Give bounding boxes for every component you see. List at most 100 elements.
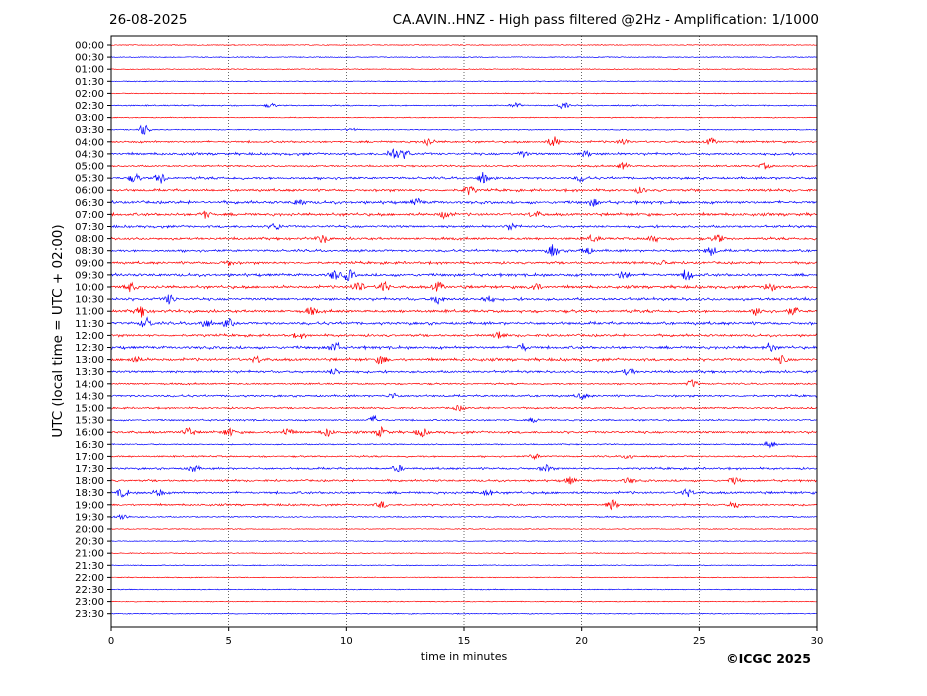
x-tick-label: 20 — [575, 636, 588, 647]
x-tick-label: 0 — [108, 636, 114, 647]
y-tick-label: 13:30 — [75, 367, 104, 378]
y-tick-label: 06:30 — [75, 198, 104, 209]
y-tick-label: 17:30 — [75, 464, 104, 475]
trace-line — [110, 269, 818, 282]
trace-line — [110, 368, 818, 376]
y-tick-label: 19:30 — [75, 512, 104, 523]
trace-line — [110, 68, 818, 71]
trace-line — [110, 316, 818, 328]
trace-line — [110, 101, 818, 110]
y-tick-label: 06:00 — [75, 186, 104, 197]
plot-frame — [110, 35, 818, 628]
trace-line — [110, 210, 818, 220]
trace-line — [110, 259, 818, 267]
trace-line — [111, 540, 818, 543]
trace-line — [110, 600, 817, 603]
y-tick-label: 16:00 — [75, 428, 104, 439]
trace-line — [110, 306, 818, 318]
trace-line — [110, 499, 818, 511]
trace-line — [110, 116, 818, 119]
y-tick-label: 18:30 — [75, 488, 104, 499]
chart-title: CA.AVIN..HNZ - High pass filtered @2Hz -… — [392, 12, 819, 28]
y-tick-label: 11:00 — [75, 307, 104, 318]
y-tick-label: 12:30 — [75, 343, 104, 354]
y-tick-label: 14:00 — [75, 379, 104, 390]
y-tick-label: 22:00 — [75, 573, 104, 584]
x-tick-label: 5 — [225, 636, 231, 647]
trace-line — [110, 355, 818, 365]
y-tick-label: 07:30 — [75, 222, 104, 233]
y-tick-label: 23:30 — [75, 609, 104, 620]
trace-line — [110, 441, 818, 449]
y-tick-label: 08:00 — [75, 234, 104, 245]
y-tick-label: 05:30 — [75, 174, 104, 185]
trace-line — [110, 341, 818, 352]
y-tick-label: 02:00 — [75, 89, 104, 100]
y-tick-label: 00:30 — [75, 53, 104, 64]
y-tick-label: 21:30 — [75, 561, 104, 572]
y-tick-label: 03:30 — [75, 125, 104, 136]
y-tick-label: 10:30 — [75, 295, 104, 306]
trace-line — [110, 233, 818, 243]
trace-line — [110, 612, 818, 615]
y-tick-layer: 00:0000:3001:0001:3002:0002:3003:0003:30… — [75, 41, 111, 620]
y-tick-label: 00:00 — [75, 41, 104, 52]
trace-line — [110, 404, 818, 412]
trace-line — [110, 425, 817, 438]
x-tick-label: 30 — [811, 636, 824, 647]
trace-line — [110, 453, 818, 461]
trace-line — [110, 185, 818, 196]
trace-line — [110, 124, 818, 135]
y-tick-label: 15:30 — [75, 416, 104, 427]
y-tick-label: 01:00 — [75, 65, 104, 76]
x-tick-label: 25 — [693, 636, 706, 647]
trace-line — [110, 44, 818, 46]
trace-line — [110, 414, 818, 424]
y-tick-label: 15:00 — [75, 404, 104, 415]
trace-line — [110, 80, 818, 83]
x-tick-label: 15 — [458, 636, 471, 647]
y-tick-label: 04:30 — [75, 149, 104, 160]
y-tick-label: 10:00 — [75, 283, 104, 294]
y-tick-label: 21:00 — [75, 549, 104, 560]
y-tick-label: 20:00 — [75, 525, 104, 536]
trace-layer — [110, 44, 818, 615]
y-tick-label: 08:30 — [75, 246, 104, 257]
y-tick-label: 05:00 — [75, 162, 104, 173]
trace-line — [110, 92, 818, 95]
trace-line — [110, 148, 818, 159]
trace-line — [110, 476, 818, 486]
trace-line — [110, 379, 818, 388]
trace-line — [110, 528, 818, 530]
grid-layer — [228, 36, 700, 627]
y-tick-label: 18:00 — [75, 476, 104, 487]
y-tick-label: 20:30 — [75, 537, 104, 548]
y-tick-label: 19:00 — [75, 500, 104, 511]
y-axis-label: UTC (local time = UTC + 02:00) — [50, 224, 66, 437]
y-tick-label: 03:00 — [75, 113, 104, 124]
trace-line — [110, 392, 818, 401]
y-tick-label: 01:30 — [75, 77, 104, 88]
trace-line — [110, 294, 818, 305]
y-tick-label: 09:00 — [75, 258, 104, 269]
trace-line — [110, 552, 818, 555]
x-tick-layer: 0 5 10 15 20 25 30 — [108, 627, 824, 647]
y-tick-label: 13:00 — [75, 355, 104, 366]
trace-line — [110, 244, 818, 257]
trace-line — [110, 136, 818, 147]
trace-line — [110, 588, 818, 591]
x-axis-label: time in minutes — [421, 650, 508, 663]
trace-line — [110, 197, 818, 207]
y-tick-label: 17:00 — [75, 452, 104, 463]
trace-line — [110, 56, 818, 59]
y-tick-label: 12:00 — [75, 331, 104, 342]
y-tick-label: 23:00 — [75, 597, 104, 608]
copyright-label: ©ICGC 2025 — [726, 651, 811, 666]
trace-line — [110, 488, 818, 498]
trace-line — [111, 331, 818, 339]
trace-line — [110, 576, 818, 579]
trace-line — [110, 171, 818, 184]
y-tick-label: 02:30 — [75, 101, 104, 112]
x-tick-label: 10 — [340, 636, 353, 647]
